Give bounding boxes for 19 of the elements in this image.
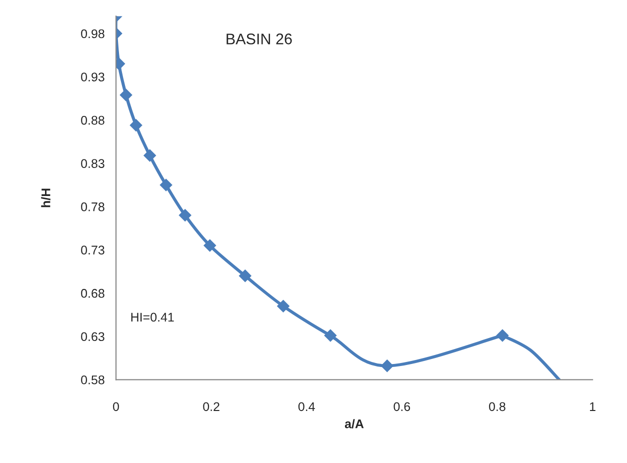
y-tick-label: 0.68 (81, 288, 104, 298)
y-tick-label: 0.98 (81, 29, 104, 38)
x-axis-title: a/A (344, 419, 364, 428)
x-tick-label: 0.8 (489, 402, 506, 412)
y-tick-label: 0.73 (81, 246, 104, 255)
text: BASIN 26 (226, 34, 292, 44)
y-tick-label: 0.88 (81, 116, 104, 125)
y-axis-title: h/H (41, 188, 50, 208)
y-tick-label: 0.93 (81, 72, 104, 82)
y-tick-label: 0.58 (81, 375, 104, 384)
x-tick-label: 0 (113, 402, 119, 412)
x-tick-label: 0.2 (203, 402, 220, 412)
x-tick-label: 0.4 (298, 402, 315, 412)
x-tick-label: 1 (590, 402, 596, 411)
y-tick-label: 0.63 (81, 332, 104, 342)
x-tick-label: 0.6 (394, 402, 410, 412)
annotation: HI=0.41 (131, 312, 174, 322)
y-tick-label: 0.83 (81, 159, 104, 168)
y-tick-label: 0.78 (81, 202, 104, 212)
